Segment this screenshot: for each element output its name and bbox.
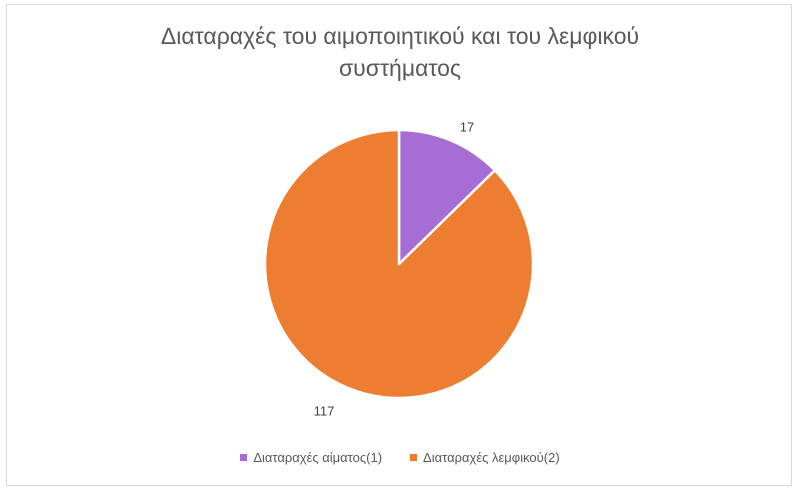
data-label-blood: 17	[460, 119, 474, 134]
legend: Διαταραχές αίματος(1) Διαταραχές λεμφικο…	[0, 450, 800, 465]
chart-title-line-1: Διαταραχές του αιμοποιητικού και του λεμ…	[160, 23, 640, 49]
pie-data-labels: 17 117	[314, 119, 475, 418]
chart-title-line-2: συστήματος	[338, 55, 462, 81]
legend-swatch-lymph	[410, 454, 418, 461]
legend-item-blood: Διαταραχές αίματος(1)	[240, 450, 382, 465]
pie-slices	[263, 128, 535, 400]
legend-swatch-blood	[240, 454, 248, 461]
legend-label-lymph: Διαταραχές λεμφικού(2)	[423, 450, 560, 465]
pie-slice-lymph	[263, 128, 535, 400]
data-label-lymph: 117	[314, 403, 335, 418]
legend-label-blood: Διαταραχές αίματος(1)	[253, 450, 383, 465]
legend-item-lymph: Διαταραχές λεμφικού(2)	[410, 450, 560, 465]
pie-slice-blood	[397, 128, 497, 266]
chart-title: Διαταραχές του αιμοποιητικού και του λεμ…	[0, 20, 800, 84]
